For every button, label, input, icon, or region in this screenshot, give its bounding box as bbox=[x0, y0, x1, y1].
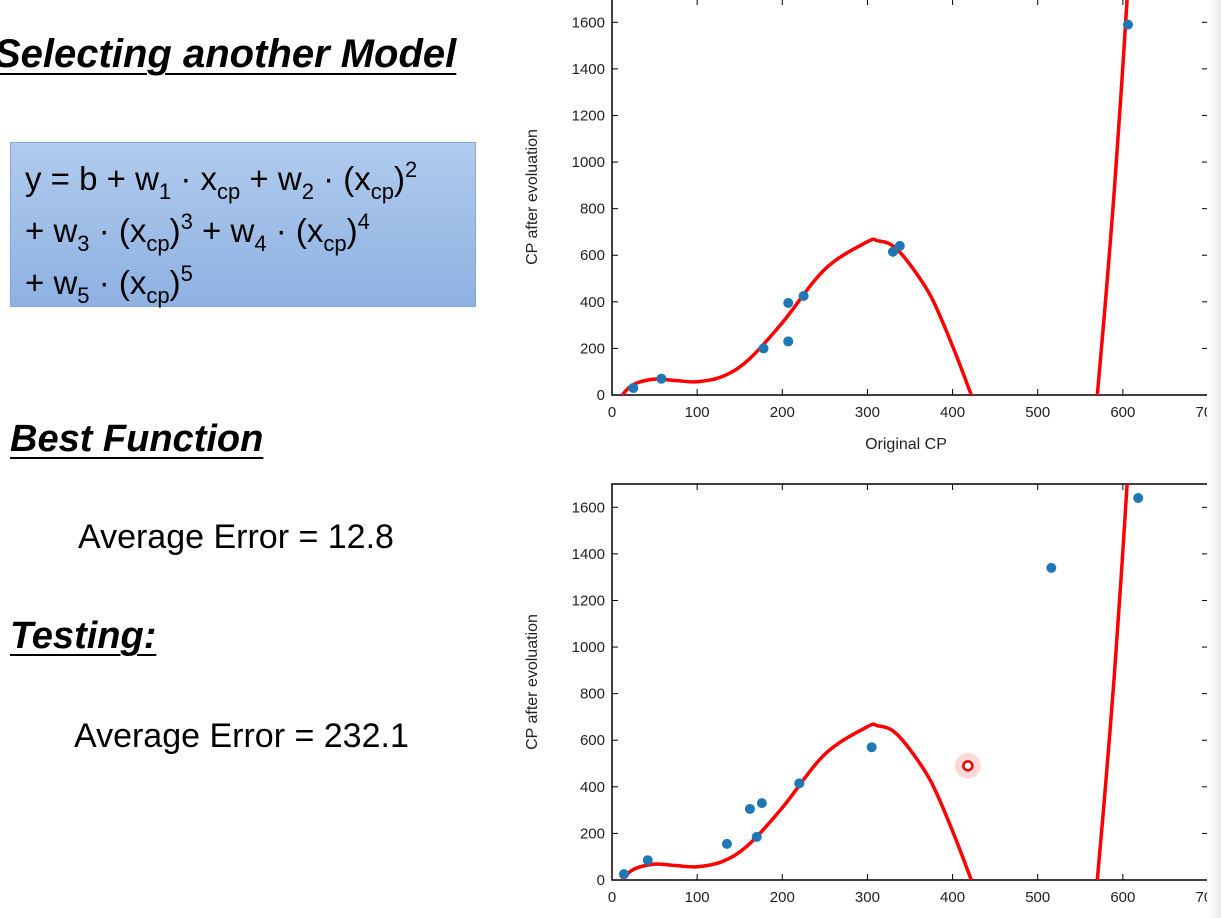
formula-token: 4 bbox=[357, 209, 370, 234]
formula-token: · (x bbox=[89, 212, 147, 249]
data-point bbox=[1122, 19, 1133, 30]
data-point bbox=[894, 240, 905, 251]
formula-token: · (x bbox=[313, 160, 371, 197]
x-tick-label: 200 bbox=[770, 889, 795, 906]
formula-token: cp bbox=[146, 283, 170, 308]
formula-token: 2 bbox=[405, 157, 418, 182]
y-tick-label: 1400 bbox=[572, 546, 605, 563]
x-tick-label: 100 bbox=[685, 889, 710, 906]
data-point bbox=[721, 838, 732, 849]
data-point bbox=[783, 297, 794, 308]
formula-token: 1 bbox=[158, 179, 172, 204]
formula-token: + w bbox=[240, 160, 302, 197]
y-tick-label: 800 bbox=[580, 201, 605, 218]
data-point bbox=[756, 798, 767, 809]
model-formula-box: y = b + w1 · xcp + w2 · (xcp)2 + w3 · (xc… bbox=[10, 142, 476, 307]
x-tick-label: 600 bbox=[1110, 404, 1135, 421]
x-tick-label: 300 bbox=[855, 404, 880, 421]
formula-token: cp bbox=[323, 231, 347, 256]
y-tick-label: 0 bbox=[597, 872, 605, 889]
data-point bbox=[656, 373, 667, 384]
formula-token: 2 bbox=[301, 179, 314, 204]
x-tick-label: 500 bbox=[1025, 889, 1050, 906]
formula-line: y = b + w1 · xcp + w2 · (xcp)2 bbox=[25, 153, 475, 205]
formula-token: · (x bbox=[266, 212, 324, 249]
y-tick-label: 400 bbox=[580, 779, 605, 796]
y-tick-label: 1200 bbox=[572, 592, 605, 609]
y-tick-label: 800 bbox=[580, 686, 605, 703]
plot-frame bbox=[611, 483, 1209, 881]
formula-token: 5 bbox=[180, 261, 193, 286]
data-point bbox=[744, 803, 755, 814]
x-tick-label: 0 bbox=[608, 889, 616, 906]
testing-average-error: Average Error = 232.1 bbox=[74, 717, 409, 755]
formula-token: ) bbox=[394, 160, 406, 197]
x-tick-label: 100 bbox=[685, 404, 710, 421]
fitted-curve bbox=[620, 722, 973, 880]
fitted-curve bbox=[1095, 0, 1129, 395]
y-tick-label: 600 bbox=[580, 247, 605, 264]
y-tick-label: 400 bbox=[580, 294, 605, 311]
y-tick-label: 200 bbox=[580, 340, 605, 357]
formula-token: cp bbox=[146, 231, 170, 256]
y-tick-label: 200 bbox=[580, 825, 605, 842]
formula-token: + w bbox=[25, 264, 78, 301]
x-tick-label: 500 bbox=[1025, 404, 1050, 421]
data-point bbox=[798, 291, 809, 301]
formula-token: · (x bbox=[89, 264, 147, 301]
fitted-curve bbox=[1095, 484, 1129, 880]
data-point bbox=[642, 855, 653, 866]
data-point bbox=[628, 383, 639, 394]
y-tick-label: 1000 bbox=[572, 639, 605, 656]
training-average-error: Average Error = 12.8 bbox=[78, 518, 394, 556]
formula-token: 5 bbox=[77, 283, 90, 308]
data-point bbox=[1133, 492, 1144, 503]
formula-token: cp bbox=[370, 179, 395, 204]
x-tick-label: 400 bbox=[940, 889, 965, 906]
x-tick-label: 300 bbox=[855, 889, 880, 906]
formula-token: ) bbox=[169, 264, 181, 301]
y-tick-label: 600 bbox=[580, 732, 605, 749]
data-point bbox=[794, 778, 805, 789]
formula-token: · x bbox=[171, 160, 217, 197]
data-point bbox=[887, 246, 898, 257]
data-point bbox=[1046, 562, 1057, 573]
testing-heading: Testing: bbox=[10, 615, 157, 657]
data-point bbox=[783, 336, 794, 347]
slide-title: Selecting another Model bbox=[0, 32, 457, 76]
y-tick-label: 1600 bbox=[572, 499, 605, 516]
data-point bbox=[618, 869, 629, 880]
highlight-point bbox=[962, 760, 974, 772]
formula-token: ) bbox=[169, 212, 181, 249]
formula-token: 3 bbox=[77, 231, 90, 256]
y-axis-label: CP after evoluation bbox=[524, 614, 541, 750]
formula-token: 3 bbox=[180, 209, 193, 234]
x-tick-label: 400 bbox=[940, 404, 965, 421]
best-function-heading: Best Function bbox=[10, 418, 264, 460]
x-tick-label: 200 bbox=[770, 404, 795, 421]
data-point bbox=[758, 343, 769, 354]
formula-token: 4 bbox=[254, 231, 267, 256]
y-tick-label: 1200 bbox=[572, 107, 605, 124]
y-axis-label: CP after evoluation bbox=[524, 129, 541, 265]
x-tick-label: 600 bbox=[1110, 889, 1135, 906]
y-tick-label: 1400 bbox=[572, 61, 605, 78]
x-tick-label: 0 bbox=[608, 404, 616, 421]
data-point bbox=[751, 831, 762, 842]
window-edge bbox=[1207, 0, 1221, 918]
formula-line: + w5 · (xcp)5 bbox=[25, 257, 475, 309]
y-tick-label: 0 bbox=[597, 387, 605, 404]
x-axis-label: Original CP bbox=[865, 436, 947, 453]
data-point bbox=[866, 742, 877, 753]
y-tick-label: 1000 bbox=[572, 154, 605, 171]
formula-token: + w bbox=[25, 212, 78, 249]
formula-line: + w3 · (xcp)3 + w4 · (xcp)4 bbox=[25, 205, 475, 257]
formula-token: + w bbox=[192, 212, 255, 249]
formula-token: cp bbox=[216, 179, 241, 204]
y-tick-label: 1600 bbox=[572, 14, 605, 31]
formula-token: y = b + w bbox=[25, 160, 159, 197]
formula-token: ) bbox=[346, 212, 358, 249]
